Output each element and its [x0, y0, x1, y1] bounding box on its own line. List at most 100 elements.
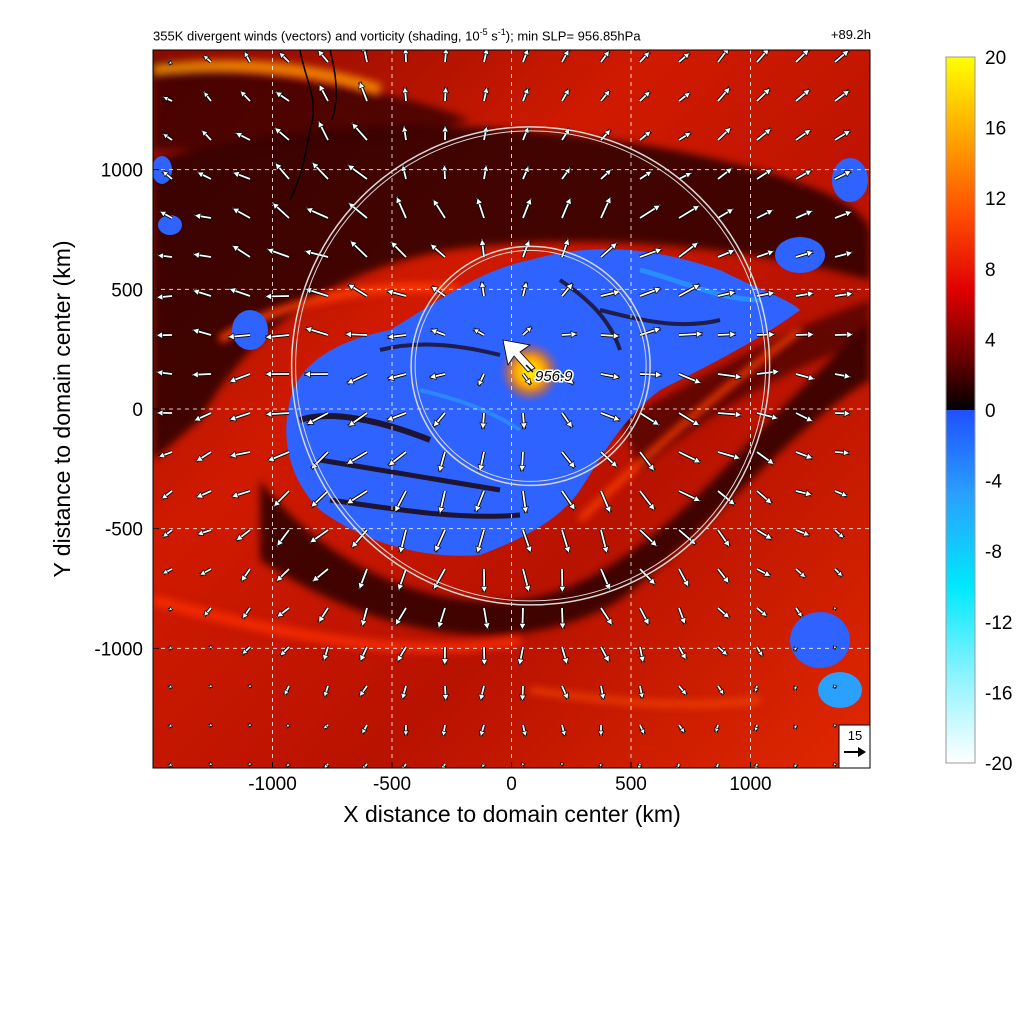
wind-vector: [560, 238, 571, 258]
wind-vector: [386, 411, 407, 422]
y-tick-label: -500: [105, 520, 143, 541]
wind-vector: [274, 90, 290, 103]
wind-vector: [519, 412, 528, 430]
wind-vector: [833, 567, 844, 578]
vorticity-negative-region: [153, 156, 868, 708]
wind-vector: [440, 763, 447, 768]
wind-vector: [639, 326, 662, 337]
wind-vector: [599, 241, 619, 259]
wind-vector: [346, 163, 369, 181]
wind-vector: [322, 685, 330, 698]
wind-vector: [794, 567, 807, 579]
wind-vector: [202, 54, 213, 64]
wind-vector: [472, 327, 485, 337]
wind-vector: [599, 50, 611, 64]
wind-vector: [639, 370, 663, 379]
wind-vector: [794, 607, 804, 619]
wind-vector: [560, 50, 571, 63]
wind-vector: [361, 762, 369, 768]
wind-vector: [521, 50, 530, 63]
wind-vector: [202, 90, 213, 103]
wind-vector: [560, 685, 570, 701]
plot-area: [153, 50, 870, 768]
wind-vector: [162, 95, 173, 103]
wind-vector: [350, 121, 369, 142]
wind-vector: [386, 372, 407, 381]
wind-vector: [346, 372, 368, 386]
wind-vector: [755, 127, 773, 142]
colorbar-tick-label: 20: [985, 48, 1006, 69]
wind-vector: [638, 724, 646, 736]
wind-vector: [755, 606, 769, 618]
wind-vector: [192, 251, 212, 260]
wind-vector: [834, 372, 852, 380]
colorbar-tick-label: -20: [985, 754, 1012, 775]
min-slp-marker: 956.9: [525, 364, 575, 387]
wind-vector: [521, 490, 529, 514]
wind-vector: [386, 288, 407, 298]
wind-vector: [161, 169, 174, 181]
colorbar: 20 16 12 8 4 0 -4 -8 -12 -16 -20: [945, 48, 1012, 775]
wind-vector: [716, 606, 731, 620]
wind-vector: [794, 88, 811, 103]
wind-vector: [208, 761, 214, 767]
wind-vector: [678, 411, 701, 427]
wind-vector: [716, 126, 733, 142]
wind-vector: [305, 206, 329, 220]
wind-vector: [428, 372, 446, 380]
wind-vector: [474, 490, 486, 513]
wind-vector: [756, 290, 776, 298]
wind-vector: [678, 171, 693, 181]
wind-vector: [479, 724, 486, 737]
wind-vector: [678, 330, 704, 338]
wind-vector: [358, 684, 369, 698]
wind-vector: [234, 131, 251, 142]
wind-vector: [716, 166, 734, 181]
wind-vector: [386, 332, 407, 341]
wind-vector: [156, 409, 173, 417]
wind-vector: [264, 370, 290, 378]
wind-vector: [677, 646, 688, 661]
wind-vector: [638, 528, 659, 548]
wind-vector: [433, 529, 447, 553]
wind-vector: [599, 490, 612, 514]
wind-vector: [755, 87, 772, 103]
wind-vector: [195, 450, 212, 463]
wind-vector: [833, 528, 846, 540]
wind-vector: [401, 125, 409, 141]
colorbar-tick-label: -16: [985, 683, 1012, 704]
wind-vector: [441, 685, 450, 702]
wind-vector: [478, 238, 487, 258]
wind-vector: [271, 201, 291, 220]
wind-vector: [834, 448, 851, 457]
wind-vector: [273, 126, 291, 142]
colorbar-tick-label: -8: [985, 542, 1002, 563]
wind-vector: [401, 86, 409, 102]
wind-vector: [400, 164, 408, 180]
wind-vector: [228, 411, 251, 422]
wind-vector: [834, 330, 854, 339]
wind-vector: [599, 88, 612, 103]
wind-vector: [716, 489, 737, 507]
wind-vector: [717, 372, 743, 381]
wind-vector: [516, 646, 525, 666]
wind-vector: [161, 567, 173, 576]
wind-vector: [278, 51, 291, 64]
wind-vector: [753, 724, 759, 732]
wind-vector: [167, 722, 173, 729]
wind-vector: [638, 129, 652, 142]
wind-vector: [228, 372, 251, 384]
wind-vector: [832, 762, 838, 767]
wind-vector: [264, 292, 290, 301]
wind-vector: [521, 568, 532, 593]
wind-vector: [304, 248, 329, 259]
wind-vector: [834, 250, 853, 259]
wind-vector: [560, 166, 572, 181]
wind-vector: [478, 685, 486, 702]
wind-vector: [282, 685, 291, 696]
wind-vector: [247, 722, 253, 728]
wind-vector: [285, 762, 291, 768]
wind-vector: [482, 50, 490, 63]
wind-vector: [756, 208, 774, 220]
